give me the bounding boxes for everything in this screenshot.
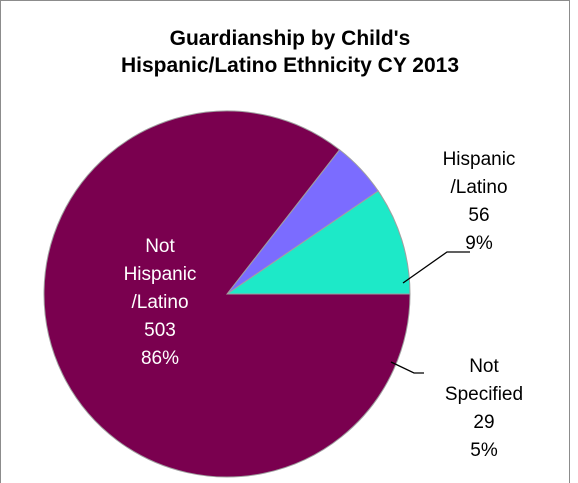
chart-title-line-2: Hispanic/Latino Ethnicity CY 2013 xyxy=(121,54,459,77)
slice-category-label: Hispanic xyxy=(443,149,516,170)
slice-category-label: Not xyxy=(469,356,499,377)
slice-category-label: /Latino xyxy=(131,292,188,313)
pie-slices xyxy=(43,110,411,478)
data-labels: Hispanic/Latino 56 9% Not Specified 29 5% Not Hi… xyxy=(124,149,524,461)
slice-category-label: Not xyxy=(145,236,175,257)
slice-value-label: 503 xyxy=(144,320,176,341)
slice-category-label: Specified xyxy=(445,384,523,405)
slice-value-label: 56 xyxy=(468,205,489,226)
slice-percent-label: 9% xyxy=(465,233,493,254)
leader-line-0 xyxy=(402,251,470,284)
leader-lines xyxy=(390,251,470,374)
chart-title-line-1: Guardianship by Child's xyxy=(170,27,411,50)
slice-category-label: Hispanic xyxy=(124,264,197,285)
slice-value-label: 29 xyxy=(473,412,494,433)
leader-line-1 xyxy=(390,361,424,374)
slice-percent-label: 86% xyxy=(141,348,179,369)
pie-slice-0 xyxy=(225,190,411,295)
slice-percent-label: 5% xyxy=(470,440,498,461)
pie-slice-2 xyxy=(43,110,411,478)
slice-category-label: /Latino xyxy=(450,177,507,198)
